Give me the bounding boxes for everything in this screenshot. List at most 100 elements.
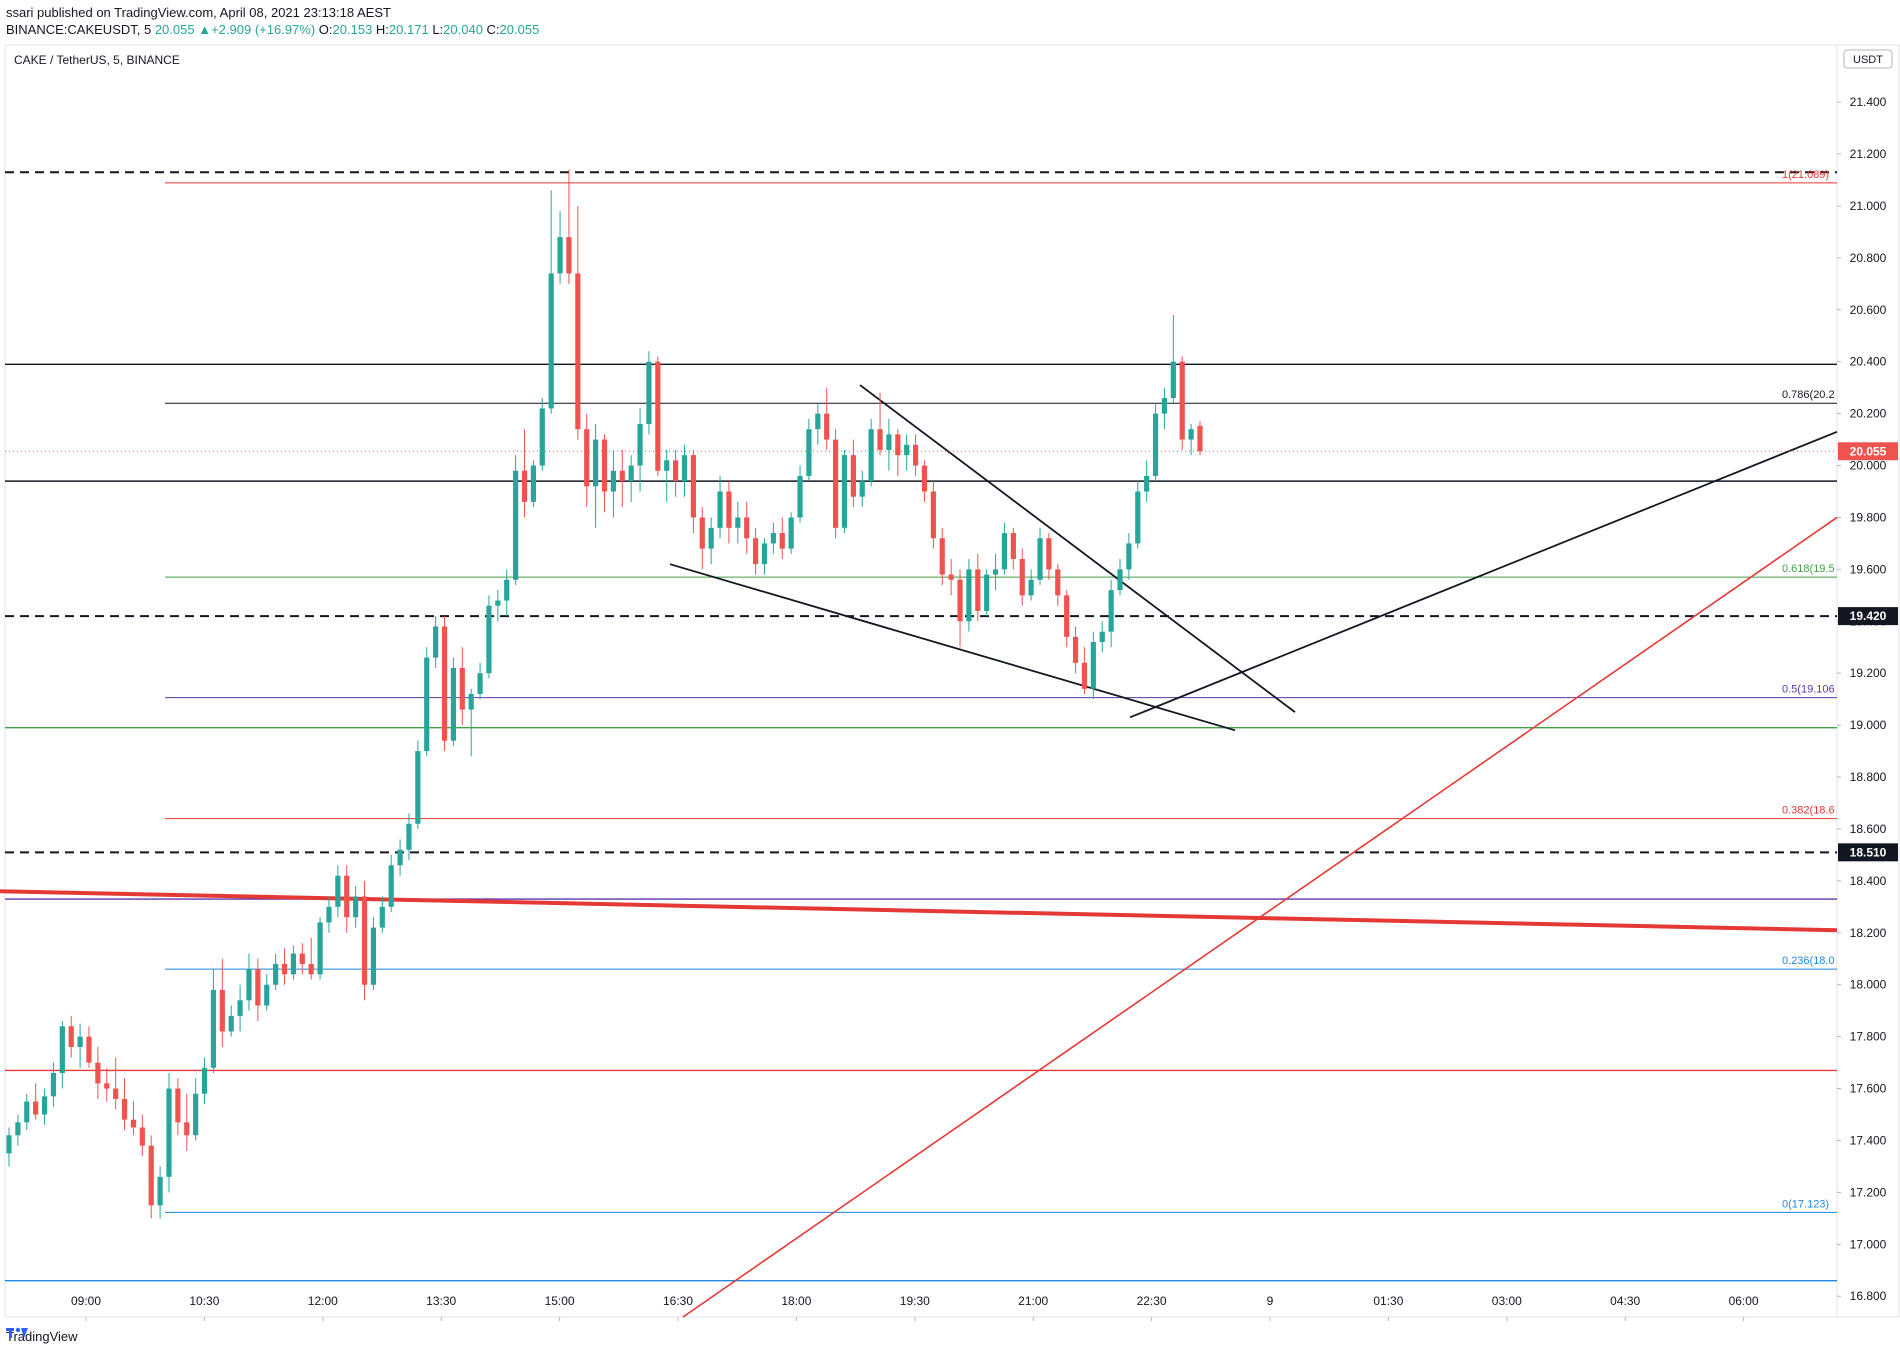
candle-body-128	[1144, 475, 1150, 492]
candle-body-112	[1001, 533, 1008, 570]
candle-body-113	[1010, 533, 1016, 559]
candle-body-90	[806, 429, 812, 476]
candle-body-100	[895, 434, 901, 456]
candle-body-45	[406, 823, 412, 850]
candle-body-118	[1055, 569, 1061, 596]
candle-body-93	[832, 439, 839, 528]
candle-body-1	[15, 1122, 21, 1136]
price-labels: 20.055 19.420 18.510	[5, 442, 1898, 862]
x-tick-label-9: 22:30	[1137, 1294, 1167, 1308]
low-value: 20.040	[443, 22, 483, 37]
candle-body-83	[744, 517, 750, 539]
candle-body-63	[566, 237, 572, 274]
last-price: 20.055	[154, 22, 195, 37]
candle-body-127	[1135, 491, 1141, 544]
trend-line-4	[1129, 430, 1838, 719]
candle-body-68	[610, 470, 616, 492]
candle-body-134	[1197, 425, 1203, 452]
candle-body-3	[33, 1101, 39, 1115]
x-tick-label-3: 13:30	[426, 1294, 456, 1308]
candle-body-97	[868, 429, 874, 482]
trend-line-3	[859, 384, 1296, 713]
candle-body-80	[717, 491, 723, 528]
up-triangle-icon: ▲	[198, 22, 212, 37]
candle-body-133	[1188, 429, 1194, 440]
candle-body-108	[966, 569, 972, 622]
y-tick-label-9: 18.600	[1850, 822, 1887, 836]
candle-body-46	[415, 751, 421, 824]
candle-body-75	[673, 460, 679, 482]
candle-body-13	[121, 1098, 128, 1120]
candle-body-41	[370, 927, 377, 985]
candle-body-64	[575, 273, 581, 430]
candle-body-47	[424, 657, 430, 752]
candle-body-9	[86, 1036, 92, 1063]
x-tick-label-14: 06:00	[1729, 1294, 1759, 1308]
candle-body-16	[148, 1145, 154, 1206]
x-tick-label-13: 04:30	[1610, 1294, 1640, 1308]
candle-body-107	[957, 579, 963, 622]
horizontal-lines	[5, 171, 1837, 1282]
plot-frame	[4, 44, 1838, 1318]
price-axis[interactable]	[1836, 44, 1900, 1318]
y-tick-label-18: 20.400	[1850, 355, 1887, 369]
y-tick-label-5: 17.800	[1850, 1030, 1887, 1044]
candle-body-18	[166, 1088, 172, 1177]
candle-body-22	[201, 1067, 208, 1094]
candle-body-89	[797, 475, 803, 518]
x-tick-label-7: 19:30	[900, 1294, 930, 1308]
legend-title: CAKE / TetherUS, 5, BINANCE	[14, 53, 180, 67]
candle-body-19	[175, 1088, 181, 1123]
candle-body-4	[41, 1096, 48, 1115]
y-tick-label-21: 21.000	[1850, 199, 1887, 213]
candle-body-26	[237, 1000, 243, 1016]
y-tick-label-19: 20.600	[1850, 303, 1887, 317]
candle-body-30	[273, 963, 279, 985]
candle-body-73	[655, 361, 661, 471]
x-tick-label-0: 09:00	[71, 1294, 101, 1308]
candle-body-95	[850, 455, 856, 497]
chart-header: ssari published on TradingView.com, Apri…	[6, 4, 539, 40]
candle-body-33	[299, 953, 305, 964]
price-label-0: 20.055	[1850, 444, 1887, 458]
candle-body-123	[1099, 631, 1105, 643]
candle-body-15	[139, 1127, 145, 1146]
candle-body-55	[495, 600, 501, 606]
candle-body-125	[1117, 569, 1123, 591]
candle-body-24	[219, 989, 225, 1032]
candle-body-35	[317, 922, 323, 975]
candle-body-11	[104, 1083, 110, 1089]
symbol-ohlc-line: BINANCE:CAKEUSDT, 5 20.055 ▲+2.909 (+16.…	[6, 21, 539, 38]
candle-body-122	[1090, 642, 1096, 689]
y-tick-label-11: 19.000	[1850, 718, 1887, 732]
candle-body-43	[388, 865, 394, 907]
candle-body-6	[59, 1026, 65, 1073]
candle-body-72	[646, 361, 652, 425]
candle-body-36	[326, 906, 332, 923]
candle-body-103	[921, 465, 928, 492]
candle-body-124	[1108, 590, 1114, 632]
candle-body-54	[486, 605, 492, 674]
y-tick-label-23: 21.400	[1850, 95, 1887, 109]
candle-body-51	[459, 668, 465, 710]
trend-line-1	[682, 516, 1838, 1318]
candle-body-121	[1081, 662, 1088, 689]
candle-body-50	[450, 668, 457, 741]
candle-body-105	[939, 538, 945, 575]
candle-body-60	[539, 408, 545, 466]
candle-body-114	[1019, 558, 1025, 596]
close-value: 20.055	[499, 22, 540, 37]
candle-body-14	[130, 1119, 137, 1128]
candle-body-20	[184, 1122, 190, 1136]
candles	[6, 169, 1203, 1219]
candle-body-79	[708, 527, 714, 549]
price-label-bg-0	[1838, 442, 1898, 461]
candle-body-7	[68, 1026, 74, 1048]
candle-body-130	[1161, 398, 1168, 414]
fib-label-2: 0.618(19.5	[1782, 563, 1835, 575]
candle-body-38	[344, 875, 350, 918]
currency-badge-text: USDT	[1853, 54, 1883, 66]
candle-body-37	[335, 875, 341, 907]
